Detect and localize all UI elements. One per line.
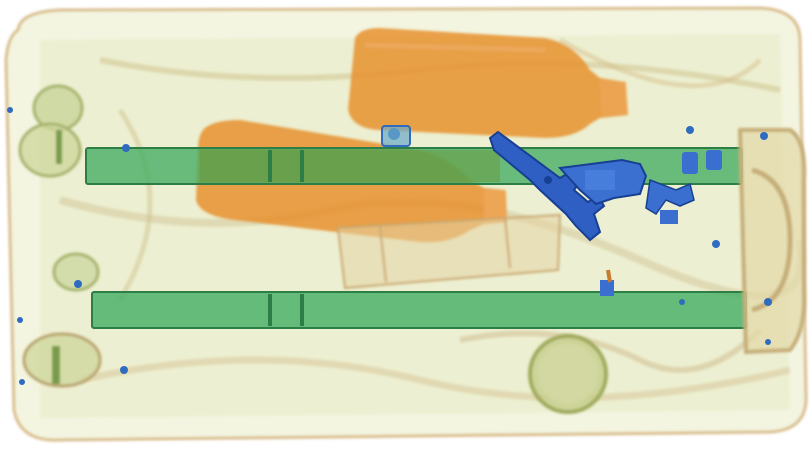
handle-rail-lower <box>91 269 747 329</box>
wheel-left-upper <box>18 84 84 178</box>
bottle-upper <box>348 28 628 138</box>
luggage-tag <box>381 125 411 147</box>
round-container <box>528 334 608 414</box>
storage-box <box>336 213 562 290</box>
pistol <box>488 130 722 242</box>
handle-grip-right <box>737 128 807 355</box>
wheel-left-lower <box>22 252 102 388</box>
